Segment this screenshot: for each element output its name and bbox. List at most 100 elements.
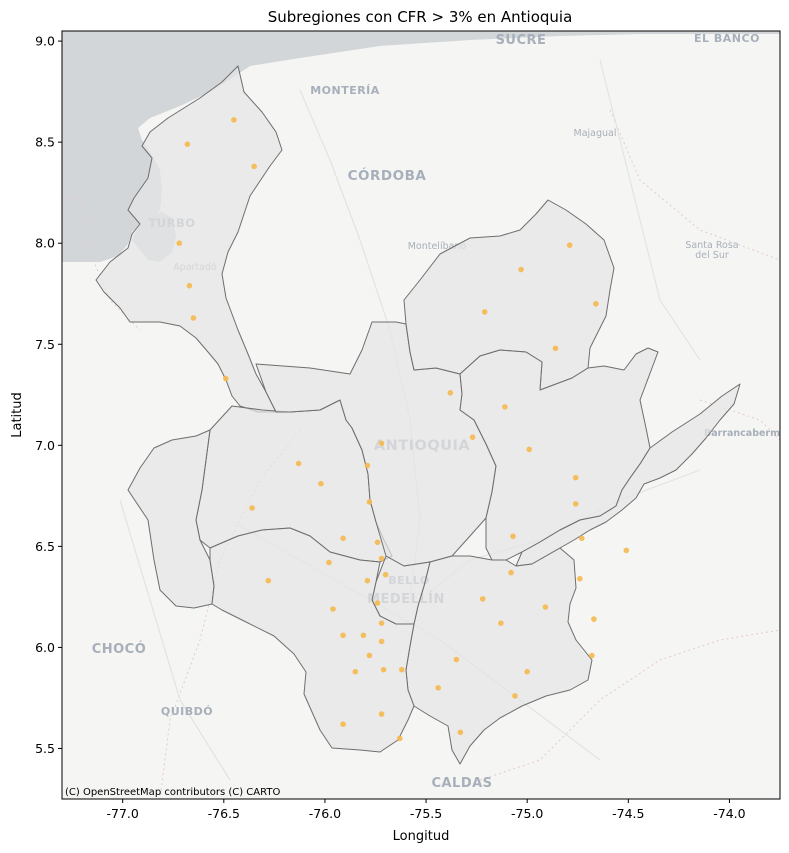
x-tick-label: -74.5: [612, 806, 644, 821]
data-point-17: [295, 460, 302, 467]
data-point-53: [435, 685, 442, 691]
data-point-36: [374, 600, 381, 606]
label-choco: CHOCÓ: [92, 641, 147, 657]
data-point-24: [579, 535, 585, 542]
data-point-42: [591, 616, 597, 622]
data-point-43: [340, 632, 346, 639]
y-tick-label: 6.0: [35, 640, 55, 655]
x-tick-label: -75.0: [511, 806, 543, 821]
data-point-38: [479, 596, 486, 602]
data-point-37: [330, 606, 336, 612]
label-santa-rosa: Santa Rosa: [685, 240, 738, 251]
data-point-26: [510, 533, 516, 540]
chart-title: Subregiones con CFR > 3% en Antioquia: [268, 8, 573, 26]
data-point-54: [512, 693, 518, 699]
data-point-29: [378, 555, 385, 562]
y-tick-label: 5.5: [35, 741, 55, 756]
x-tick-label: -76.0: [309, 806, 341, 821]
data-point-45: [378, 638, 385, 645]
data-point-23: [572, 501, 579, 507]
data-point-18: [364, 462, 371, 469]
map-area: SUCRE EL BANCO MONTERÍA Majagual CÓRDOBA…: [62, 31, 780, 799]
label-monteria: MONTERÍA: [310, 84, 380, 97]
data-point-12: [447, 390, 454, 396]
x-tick-label: -77.0: [107, 806, 139, 821]
data-point-34: [508, 569, 514, 576]
y-tick-label: 7.5: [35, 337, 55, 352]
data-point-15: [526, 446, 532, 453]
data-point-27: [340, 535, 346, 542]
x-axis-label: Longitud: [393, 829, 450, 844]
data-point-8: [518, 266, 524, 273]
data-point-44: [360, 632, 367, 639]
subregion-occidente-west: [127, 429, 215, 609]
data-point-58: [457, 729, 464, 736]
data-point-39: [542, 604, 549, 610]
label-barrancabermeja: Barrancaberm: [704, 428, 780, 439]
data-point-9: [593, 301, 599, 307]
data-point-14: [469, 434, 476, 441]
data-point-35: [577, 575, 583, 582]
data-point-30: [326, 559, 332, 566]
subregion-suroeste: [209, 527, 415, 753]
x-tick-label: -74.0: [713, 806, 745, 821]
data-point-46: [366, 652, 373, 659]
axes-frame: [61, 30, 781, 800]
label-montelibano: Montelíbano: [408, 241, 467, 252]
x-tick-label: -76.5: [208, 806, 240, 821]
data-point-4: [186, 282, 193, 289]
y-tick-label: 9.0: [35, 34, 55, 49]
data-point-41: [498, 620, 504, 626]
y-tick-label: 6.5: [35, 539, 55, 554]
y-tick-label: 8.5: [35, 135, 55, 150]
data-point-28: [374, 539, 381, 546]
data-point-49: [380, 666, 387, 673]
data-point-3: [176, 240, 183, 246]
label-caldas: CALDAS: [431, 776, 492, 791]
y-axis: 5.5 6.0 6.5 7.0 7.5 8.0 8.5 9.0: [35, 34, 62, 756]
data-point-50: [399, 666, 405, 673]
y-tick-label: 7.0: [35, 438, 55, 453]
data-point-51: [352, 668, 359, 675]
data-point-52: [524, 668, 530, 675]
y-tick-label: 8.0: [35, 236, 55, 251]
data-point-47: [453, 656, 460, 663]
data-point-33: [382, 571, 389, 578]
subregion-uraba: [95, 65, 283, 413]
data-point-1: [184, 141, 191, 147]
label-quibdo: QUIBDÓ: [161, 705, 213, 718]
label-del-sur: del Sur: [695, 250, 729, 261]
data-point-56: [340, 721, 346, 727]
data-point-11: [552, 345, 559, 352]
x-tick-label: -75.5: [410, 806, 442, 821]
y-axis-label: Latitud: [10, 392, 25, 438]
data-point-7: [566, 242, 573, 248]
data-point-32: [265, 577, 272, 584]
data-point-2: [251, 163, 257, 170]
label-cordoba: CÓRDOBA: [348, 166, 427, 184]
data-point-20: [366, 499, 373, 505]
data-point-21: [249, 505, 255, 511]
data-point-0: [231, 117, 237, 123]
label-majagual: Majagual: [574, 128, 617, 139]
data-point-25: [623, 547, 630, 554]
data-point-55: [378, 711, 385, 717]
data-point-6: [223, 375, 229, 382]
basemap-attribution: (C) OpenStreetMap contributors (C) CARTO: [65, 787, 280, 798]
data-point-10: [481, 309, 488, 315]
data-point-40: [378, 620, 385, 626]
scatter-points: [176, 117, 630, 742]
basemap-sea: [62, 31, 780, 262]
data-point-22: [572, 474, 579, 481]
data-point-57: [397, 735, 403, 742]
data-point-13: [502, 404, 508, 410]
data-point-5: [190, 315, 197, 321]
data-point-16: [378, 440, 385, 447]
x-axis: -77.0 -76.5 -76.0 -75.5 -75.0 -74.5 -74.0: [107, 799, 746, 821]
label-el-banco: EL BANCO: [694, 32, 760, 45]
data-point-19: [318, 480, 324, 487]
data-point-31: [364, 577, 371, 584]
label-sucre: SUCRE: [496, 33, 547, 48]
subregion-polygons: [95, 65, 741, 765]
